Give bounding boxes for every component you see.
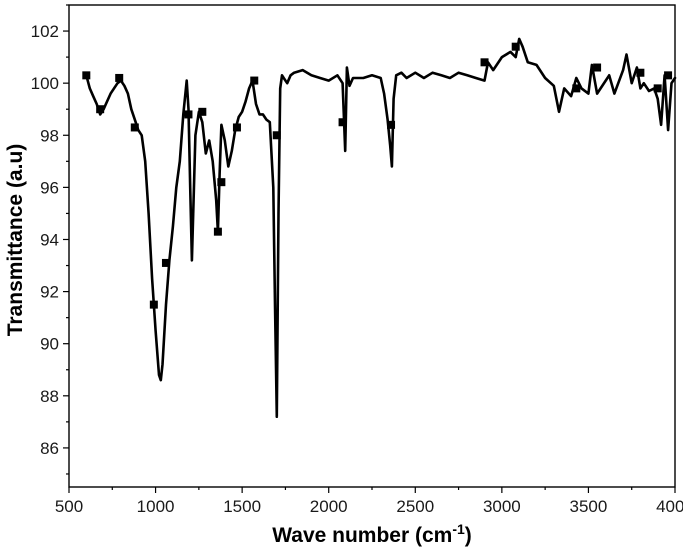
x-tick-label: 3500 [570, 497, 608, 516]
y-tick-label: 98 [40, 126, 59, 145]
y-tick-label: 86 [40, 439, 59, 458]
data-point-marker [480, 58, 489, 67]
y-axis-ticks: 86 88 90 92 94 96 98 100 102 [31, 4, 69, 475]
data-point-marker [161, 258, 170, 267]
data-point-marker [511, 42, 520, 51]
y-axis-title: Transmittance (a.u) [4, 144, 27, 337]
x-axis-ticks: 500 1000 1500 2000 2500 3000 3500 4000 [55, 487, 683, 516]
data-point-marker [250, 76, 259, 85]
data-point-marker [664, 71, 673, 80]
plot-frame [68, 4, 676, 488]
x-tick-label: 3000 [483, 497, 521, 516]
data-point-marker [115, 73, 124, 82]
y-tick-label: 100 [31, 74, 59, 93]
data-point-marker [213, 227, 222, 236]
y-tick-label: 102 [31, 22, 59, 41]
x-tick-label: 1000 [137, 497, 175, 516]
data-point-marker [636, 68, 645, 77]
data-point-marker [272, 131, 281, 140]
y-tick-label: 96 [40, 178, 59, 197]
data-point-marker [130, 123, 139, 132]
y-tick-label: 92 [40, 283, 59, 302]
y-tick-label: 90 [40, 335, 59, 354]
data-point-marker [184, 110, 193, 119]
data-point-marker [653, 84, 662, 93]
data-point-marker [217, 178, 226, 187]
marker-group [82, 42, 673, 309]
x-tick-label: 1500 [223, 497, 261, 516]
series-group [85, 37, 677, 418]
data-point-marker [232, 123, 241, 132]
data-point-marker [593, 63, 602, 72]
x-tick-label: 2500 [396, 497, 434, 516]
data-point-marker [82, 71, 91, 80]
data-point-marker [96, 105, 105, 114]
data-point-marker [338, 118, 347, 127]
x-axis-title: Wave number (cm-1) [272, 521, 472, 547]
data-point-marker [198, 107, 207, 116]
data-point-marker [149, 300, 158, 309]
y-tick-label: 88 [40, 387, 59, 406]
x-tick-label: 4000 [656, 497, 683, 516]
x-tick-label: 500 [55, 497, 83, 516]
data-point-marker [387, 120, 396, 129]
y-tick-label: 94 [40, 230, 59, 249]
x-tick-label: 2000 [310, 497, 348, 516]
transmittance-line [85, 37, 677, 418]
data-point-marker [572, 84, 581, 93]
